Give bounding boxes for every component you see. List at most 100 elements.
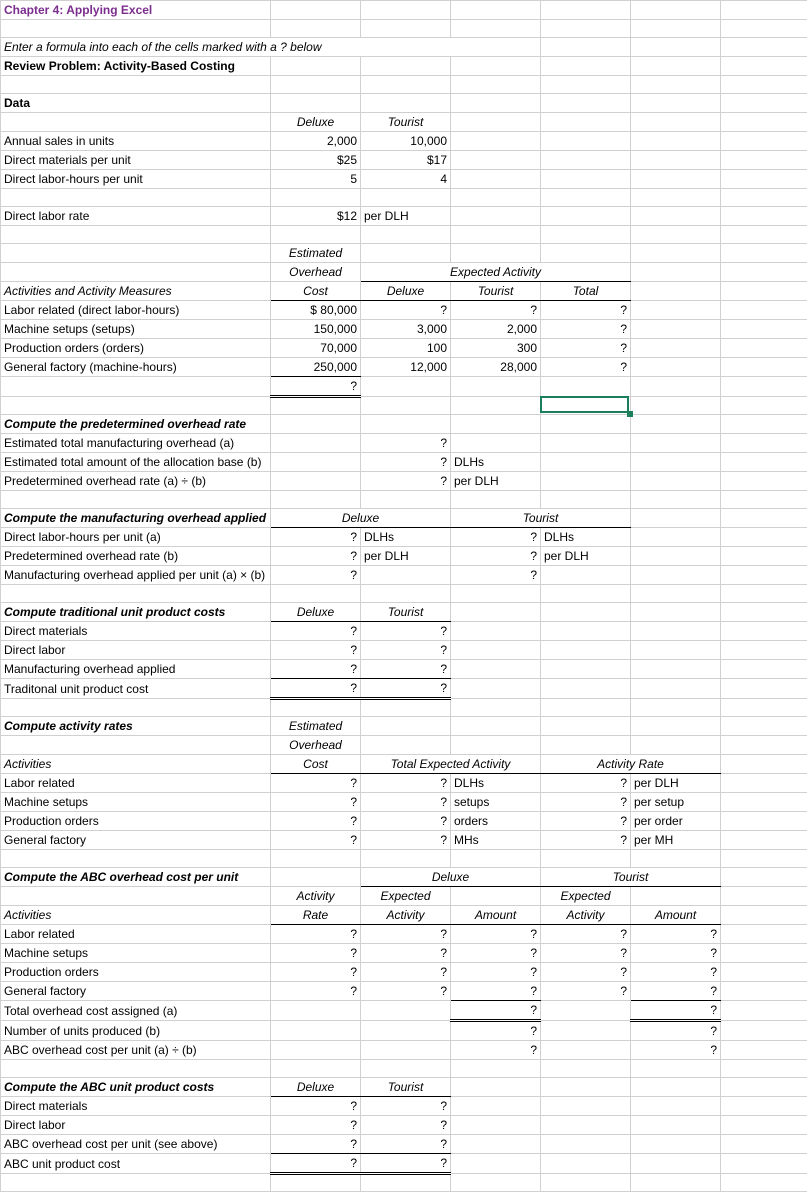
cell[interactable]: ? [361, 434, 451, 453]
cell[interactable]: 300 [451, 339, 541, 358]
cell[interactable]: ? [361, 925, 451, 944]
cell[interactable]: ? [361, 1097, 451, 1116]
cell[interactable]: $25 [271, 151, 361, 170]
cell[interactable]: ? [451, 528, 541, 547]
cell[interactable]: ? [631, 982, 721, 1001]
cell[interactable]: ? [271, 812, 361, 831]
cell[interactable]: ? [451, 963, 541, 982]
cell[interactable]: ? [271, 1135, 361, 1154]
cell[interactable]: ? [361, 622, 451, 641]
cell[interactable]: ? [271, 774, 361, 793]
cell[interactable]: ? [271, 679, 361, 699]
cell[interactable]: ? [541, 320, 631, 339]
cell[interactable]: ? [451, 944, 541, 963]
cell[interactable]: ? [541, 831, 631, 850]
cell[interactable]: ? [631, 925, 721, 944]
cell[interactable]: ? [361, 831, 451, 850]
cell[interactable]: ? [361, 963, 451, 982]
cell[interactable]: ? [361, 982, 451, 1001]
cell[interactable]: ? [451, 547, 541, 566]
cell[interactable]: ? [271, 660, 361, 679]
row-label: General factory [1, 982, 271, 1001]
cell[interactable]: 10,000 [361, 132, 451, 151]
cell[interactable]: ? [631, 963, 721, 982]
cell[interactable]: ? [271, 528, 361, 547]
cell[interactable]: ? [631, 1041, 721, 1060]
cell[interactable]: 4 [361, 170, 451, 189]
cell[interactable]: $12 [271, 207, 361, 226]
row-annual-sales: Annual sales in units [1, 132, 271, 151]
cell[interactable]: ? [631, 944, 721, 963]
cell[interactable]: ? [541, 301, 631, 320]
row-label: Predetermined overhead rate (b) [1, 547, 271, 566]
cell[interactable]: ? [451, 566, 541, 585]
cell[interactable]: ? [541, 774, 631, 793]
cell[interactable]: 70,000 [271, 339, 361, 358]
cell[interactable]: ? [271, 1097, 361, 1116]
cell[interactable]: ? [271, 1154, 361, 1174]
cell[interactable]: ? [271, 831, 361, 850]
cell[interactable]: ? [361, 472, 451, 491]
cell[interactable]: 12,000 [361, 358, 451, 377]
cell-unit: per DLH [361, 547, 451, 566]
cell[interactable]: ? [451, 982, 541, 1001]
cell[interactable]: ? [451, 1001, 541, 1021]
cell[interactable]: ? [361, 301, 451, 320]
cell[interactable]: ? [271, 1116, 361, 1135]
row-label: Number of units produced (b) [1, 1021, 271, 1041]
cell[interactable]: ? [271, 925, 361, 944]
cell[interactable]: $ 80,000 [271, 301, 361, 320]
cell[interactable]: 150,000 [271, 320, 361, 339]
cell[interactable]: ? [451, 925, 541, 944]
spreadsheet-table[interactable]: Chapter 4: Applying Excel Enter a formul… [0, 0, 807, 1192]
cell[interactable]: ? [451, 1021, 541, 1041]
cell[interactable]: ? [361, 774, 451, 793]
cell[interactable]: ? [271, 982, 361, 1001]
cell[interactable]: ? [271, 622, 361, 641]
cell-sum[interactable]: ? [271, 377, 361, 397]
cell[interactable]: ? [541, 944, 631, 963]
cell[interactable]: $17 [361, 151, 451, 170]
cell[interactable]: ? [541, 963, 631, 982]
cell[interactable]: 3,000 [361, 320, 451, 339]
row-label: General factory [1, 831, 271, 850]
row-label: Estimated total amount of the allocation… [1, 453, 271, 472]
cell[interactable]: 2,000 [451, 320, 541, 339]
est-oh-1: Estimated [271, 717, 361, 736]
cell[interactable]: 250,000 [271, 358, 361, 377]
cell[interactable]: ? [271, 793, 361, 812]
cell[interactable]: 2,000 [271, 132, 361, 151]
cell[interactable]: 5 [271, 170, 361, 189]
cell[interactable]: ? [631, 1021, 721, 1041]
cell[interactable]: ? [271, 944, 361, 963]
cell[interactable]: ? [361, 1116, 451, 1135]
col-tourist: Tourist [361, 603, 451, 622]
cell[interactable]: ? [361, 679, 451, 699]
cell[interactable]: ? [541, 339, 631, 358]
cell[interactable]: ? [361, 944, 451, 963]
cell[interactable]: 100 [361, 339, 451, 358]
cell[interactable]: ? [361, 660, 451, 679]
cell[interactable]: ? [271, 547, 361, 566]
cell[interactable]: ? [541, 812, 631, 831]
cell[interactable]: ? [541, 358, 631, 377]
cell[interactable]: ? [361, 1154, 451, 1174]
cell[interactable]: ? [271, 566, 361, 585]
cell[interactable]: ? [451, 301, 541, 320]
cell[interactable]: ? [361, 812, 451, 831]
cell[interactable]: ? [631, 1001, 721, 1021]
cell[interactable]: ? [361, 453, 451, 472]
cell[interactable]: ? [451, 1041, 541, 1060]
cell[interactable]: ? [361, 793, 451, 812]
cell[interactable]: ? [361, 1135, 451, 1154]
cell[interactable]: ? [271, 963, 361, 982]
col-tourist: Tourist [451, 509, 631, 528]
cell[interactable]: ? [271, 641, 361, 660]
est-oh-2: Overhead [271, 263, 361, 282]
cell[interactable]: ? [541, 982, 631, 1001]
cell[interactable]: 28,000 [451, 358, 541, 377]
cell[interactable]: ? [541, 793, 631, 812]
cell[interactable]: ? [361, 641, 451, 660]
cell[interactable]: ? [541, 925, 631, 944]
col-rate: Rate [271, 906, 361, 925]
